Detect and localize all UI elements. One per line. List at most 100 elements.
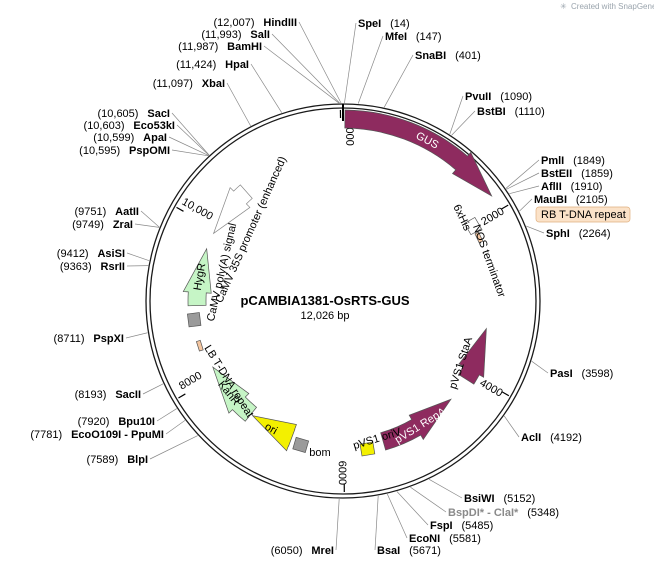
site-spei[interactable]: SpeI (14)	[358, 14, 410, 31]
site-aflii[interactable]: AflII (1910)	[541, 177, 602, 194]
site-name: Eco53kI	[133, 120, 175, 132]
site-rsrii[interactable]: (9363) RsrII	[60, 257, 125, 274]
snapgene-logo-icon: ✳	[560, 2, 567, 11]
site-label-eco53ki: (10,603) Eco53kI	[84, 116, 175, 133]
site-position: (9751)	[74, 206, 106, 218]
leader-blpi	[149, 435, 198, 460]
site-blpi[interactable]: (7589) BlpI	[87, 450, 148, 467]
feature-pvs1-staa[interactable]	[458, 327, 487, 385]
polyA-box[interactable]	[187, 312, 202, 328]
site-position: (10,605)	[97, 108, 138, 120]
site-position: (3598)	[582, 368, 614, 380]
site-name: SpeI	[358, 18, 381, 30]
pvs1-oriv-box[interactable]	[359, 441, 376, 457]
site-bsai[interactable]: BsaI (5671)	[377, 541, 441, 558]
site-name: BamHI	[227, 41, 262, 53]
site-bamhi[interactable]: (11,987) BamHI	[178, 37, 262, 54]
site-bstbi[interactable]: BstBI (1110)	[477, 102, 545, 119]
site-eco53ki[interactable]: (10,603) Eco53kI	[84, 116, 175, 133]
site-ecoo109i-ppumi[interactable]: (7781) EcoO109I - PpuMI	[30, 425, 164, 442]
site-position: (12,007)	[214, 17, 255, 29]
site-position: (9412)	[57, 248, 89, 260]
site-name: BspDI* - ClaI*	[448, 507, 519, 519]
site-position: (1859)	[581, 168, 613, 180]
site-name: BstBI	[477, 106, 506, 118]
site-name: FspI	[430, 520, 453, 532]
site-acli[interactable]: AclI (4192)	[521, 428, 582, 445]
site-position: (5152)	[503, 493, 535, 505]
leader-sacii	[142, 383, 164, 395]
plasmid-title: pCAMBIA1381-OsRTS-GUS	[240, 293, 409, 308]
tick-label-10000: 10,000	[180, 196, 215, 223]
site-name: EcoNI	[409, 533, 440, 545]
site-label-xbai: (11,097) XbaI	[153, 74, 225, 91]
site-bsiwi[interactable]: BsiWI (5152)	[464, 489, 535, 506]
site-pvuii[interactable]: PvuII (1090)	[465, 87, 532, 104]
leader-sphi	[526, 225, 545, 234]
site-maubi[interactable]: MauBI (2105)	[534, 190, 608, 207]
site-bsteii[interactable]: BstEII (1859)	[541, 164, 613, 181]
site-pspxi[interactable]: (8711) PspXI	[54, 329, 124, 346]
site-saci[interactable]: (10,605) SacI	[97, 104, 170, 121]
feature-gus[interactable]	[344, 109, 493, 197]
feature-ori[interactable]	[251, 415, 297, 452]
site-name: SacI	[147, 108, 170, 120]
feature-kanr[interactable]	[212, 366, 258, 422]
site-pasi[interactable]: PasI (3598)	[550, 364, 613, 381]
site-xbai[interactable]: (11,097) XbaI	[153, 74, 225, 91]
site-hindiii[interactable]: (12,007) HindIII	[214, 13, 297, 30]
bom-box[interactable]	[292, 436, 310, 453]
feature-hygr[interactable]	[182, 247, 212, 307]
feature-pvs1-repa[interactable]	[380, 398, 452, 451]
feature-camv-35s-promoter-enhanced[interactable]	[212, 184, 253, 235]
nos-terminator-box[interactable]	[464, 216, 482, 236]
site-sali[interactable]: (11,993) SalI	[201, 25, 270, 42]
site-label-ecoo109i-ppumi: (7781) EcoO109I - PpuMI	[30, 425, 164, 442]
site-position: (1110)	[515, 106, 545, 118]
site-position: (10,603)	[84, 120, 125, 132]
rb-repeat-text: RB T-DNA repeat	[541, 209, 626, 221]
site-asisi[interactable]: (9412) AsiSI	[57, 244, 125, 261]
site-fspi[interactable]: FspI (5485)	[430, 516, 493, 533]
site-name: BsaI	[377, 545, 400, 557]
site-position: (7781)	[30, 429, 62, 441]
site-bspdi-clai[interactable]: BspDI* - ClaI* (5348)	[448, 503, 559, 520]
site-name: PspXI	[93, 333, 124, 345]
site-econi[interactable]: EcoNI (5581)	[409, 529, 481, 546]
site-label-pmli: PmlI (1849)	[541, 151, 605, 168]
feature-label-bom: bom	[309, 447, 330, 459]
site-position: (7589)	[87, 454, 119, 466]
site-name: PmlI	[541, 155, 564, 167]
leader-ecoo109i-ppumi	[165, 420, 186, 435]
rb-repeat-box[interactable]	[474, 231, 484, 244]
leader-apai	[168, 136, 209, 156]
site-apai[interactable]: (10,599) ApaI	[93, 128, 167, 145]
site-snabi[interactable]: SnaBI (401)	[415, 46, 481, 63]
site-aatii[interactable]: (9751) AatII	[74, 202, 139, 219]
site-label-sacii: (8193) SacII	[75, 385, 141, 402]
site-pspomi[interactable]: (10,595) PspOMI	[79, 141, 170, 158]
site-position: (6050)	[271, 545, 303, 557]
feature-label-6xhis: 6xHis	[450, 203, 473, 233]
site-label-aflii: AflII (1910)	[541, 177, 602, 194]
tick-10000	[176, 206, 184, 212]
leader-xbai	[226, 82, 251, 127]
site-zrai[interactable]: (9749) ZraI	[72, 215, 133, 232]
site-bpu10i[interactable]: (7920) Bpu10I	[78, 412, 155, 429]
leader-fspi	[396, 491, 429, 526]
site-label-blpi: (7589) BlpI	[87, 450, 148, 467]
site-hpai[interactable]: (11,424) HpaI	[176, 55, 249, 72]
plasmid-length: 12,026 bp	[301, 310, 350, 322]
site-mrei[interactable]: (6050) MreI	[271, 541, 334, 558]
leader-spei	[344, 22, 357, 104]
lb-repeat-box[interactable]	[195, 339, 204, 352]
site-sphi[interactable]: SphI (2264)	[546, 224, 611, 241]
site-label-hpai: (11,424) HpaI	[176, 55, 249, 72]
leader-aflii	[509, 185, 540, 195]
site-pmli[interactable]: PmlI (1849)	[541, 151, 605, 168]
site-position: (1910)	[571, 181, 603, 193]
site-name: HpaI	[225, 59, 249, 71]
site-sacii[interactable]: (8193) SacII	[75, 385, 141, 402]
site-position: (7920)	[78, 416, 110, 428]
site-mfei[interactable]: MfeI (147)	[385, 27, 442, 44]
